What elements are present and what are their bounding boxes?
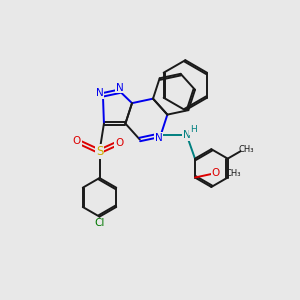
Text: N: N <box>154 133 162 143</box>
Text: Cl: Cl <box>94 218 105 228</box>
Text: S: S <box>96 145 103 158</box>
Text: CH₃: CH₃ <box>226 169 242 178</box>
Text: O: O <box>115 138 123 148</box>
Text: N: N <box>183 130 190 140</box>
Text: N: N <box>96 88 104 98</box>
Text: H: H <box>190 125 196 134</box>
Text: O: O <box>73 136 81 146</box>
Text: CH₃: CH₃ <box>238 145 254 154</box>
Text: N: N <box>116 83 124 93</box>
Text: O: O <box>212 168 220 178</box>
